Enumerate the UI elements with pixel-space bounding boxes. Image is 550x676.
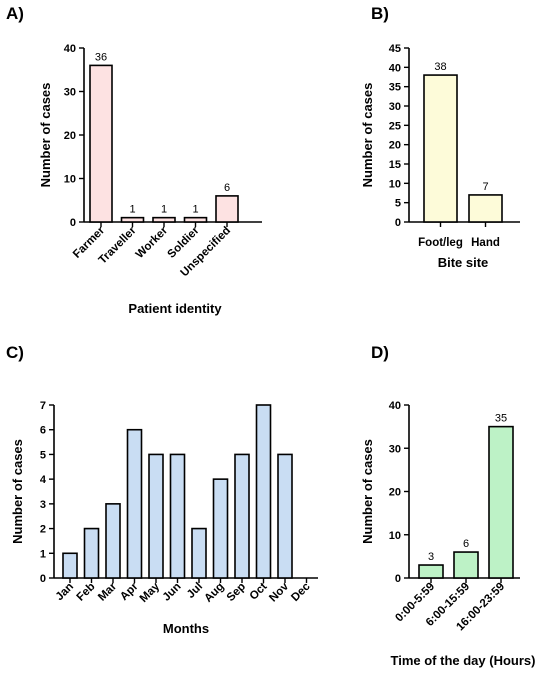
data-label: 1 [161, 204, 167, 216]
bar [488, 425, 514, 579]
y-tick-label: 3 [40, 499, 46, 511]
category-label: Sep [225, 581, 248, 604]
category-label: Feb [75, 581, 98, 604]
y-tick-label: 30 [389, 101, 401, 113]
y-axis-title: Number of cases [360, 83, 375, 188]
category-label: Jul [185, 581, 205, 601]
panel-letter: B) [371, 4, 389, 23]
bar [212, 478, 229, 579]
y-axis-title: Number of cases [38, 83, 53, 188]
y-tick-label: 20 [64, 130, 76, 142]
bar [453, 551, 479, 579]
x-axis-title: Time of the day (Hours) [391, 653, 536, 668]
bar [255, 404, 272, 579]
bar [126, 428, 143, 579]
category-label: Jan [54, 581, 77, 604]
y-tick-label: 7 [40, 400, 46, 412]
panel-letter: C) [6, 343, 24, 362]
y-tick-label: 10 [64, 174, 76, 186]
bar [120, 216, 145, 223]
category-label: Jun [161, 581, 184, 604]
bar [418, 564, 444, 579]
data-label: 6 [224, 182, 230, 194]
data-label: 1 [129, 204, 135, 216]
y-tick-label: 10 [389, 178, 401, 190]
y-tick-label: 0 [395, 573, 401, 585]
y-tick-label: 40 [64, 43, 76, 55]
bar [152, 216, 176, 223]
x-axis-title: Patient identity [128, 301, 222, 316]
data-label: 35 [495, 413, 507, 425]
data-label: 1 [192, 204, 198, 216]
data-label: 36 [95, 51, 107, 63]
y-tick-label: 25 [389, 120, 401, 132]
y-tick-label: 15 [389, 159, 401, 171]
y-tick-label: 6 [40, 425, 46, 437]
y-tick-label: 0 [395, 217, 401, 229]
y-tick-label: 0 [40, 573, 46, 585]
category-label: Oct [248, 581, 270, 603]
category-label: Nov [267, 580, 291, 604]
y-tick-label: 5 [395, 198, 401, 210]
y-tick-label: 40 [389, 400, 401, 412]
data-label: 7 [482, 181, 488, 193]
x-axis-title: Months [163, 621, 209, 636]
bar [277, 453, 293, 579]
category-label: Worker [134, 224, 171, 261]
y-tick-label: 40 [389, 62, 401, 74]
y-tick-label: 20 [389, 140, 401, 152]
category-label: Aug [202, 581, 226, 605]
bar [234, 453, 250, 579]
bar [89, 64, 113, 223]
data-label: 6 [463, 538, 469, 550]
category-label: Dec [289, 580, 313, 604]
panel-letter: A) [6, 4, 24, 23]
y-tick-label: 20 [389, 487, 401, 499]
bar [62, 552, 78, 579]
bar [423, 74, 458, 223]
bar [215, 195, 239, 223]
x-axis-title: Bite site [438, 255, 489, 270]
bar [169, 453, 186, 579]
y-tick-label: 45 [389, 43, 401, 55]
bar [183, 216, 208, 223]
data-label: 3 [428, 551, 434, 563]
y-tick-label: 2 [40, 524, 46, 536]
y-axis-title: Number of cases [360, 439, 375, 544]
y-tick-label: 5 [40, 449, 46, 461]
y-tick-label: 4 [40, 474, 47, 486]
category-label: Foot/leg [418, 237, 463, 249]
y-tick-label: 30 [389, 443, 401, 455]
y-tick-label: 1 [40, 548, 46, 560]
category-label: Apr [118, 580, 141, 603]
y-axis-title: Number of cases [10, 439, 25, 544]
bar [105, 503, 121, 579]
category-label: Hand [471, 237, 500, 249]
y-tick-label: 10 [389, 530, 401, 542]
bar [83, 527, 100, 579]
category-label: May [138, 580, 163, 605]
y-tick-label: 35 [389, 82, 401, 94]
data-label: 38 [434, 61, 446, 73]
bar [468, 194, 503, 223]
category-label: Mar [96, 580, 119, 603]
bar [191, 527, 207, 579]
y-tick-label: 0 [70, 217, 76, 229]
y-tick-label: 30 [64, 87, 76, 99]
bar [148, 453, 164, 579]
panel-letter: D) [371, 343, 389, 362]
